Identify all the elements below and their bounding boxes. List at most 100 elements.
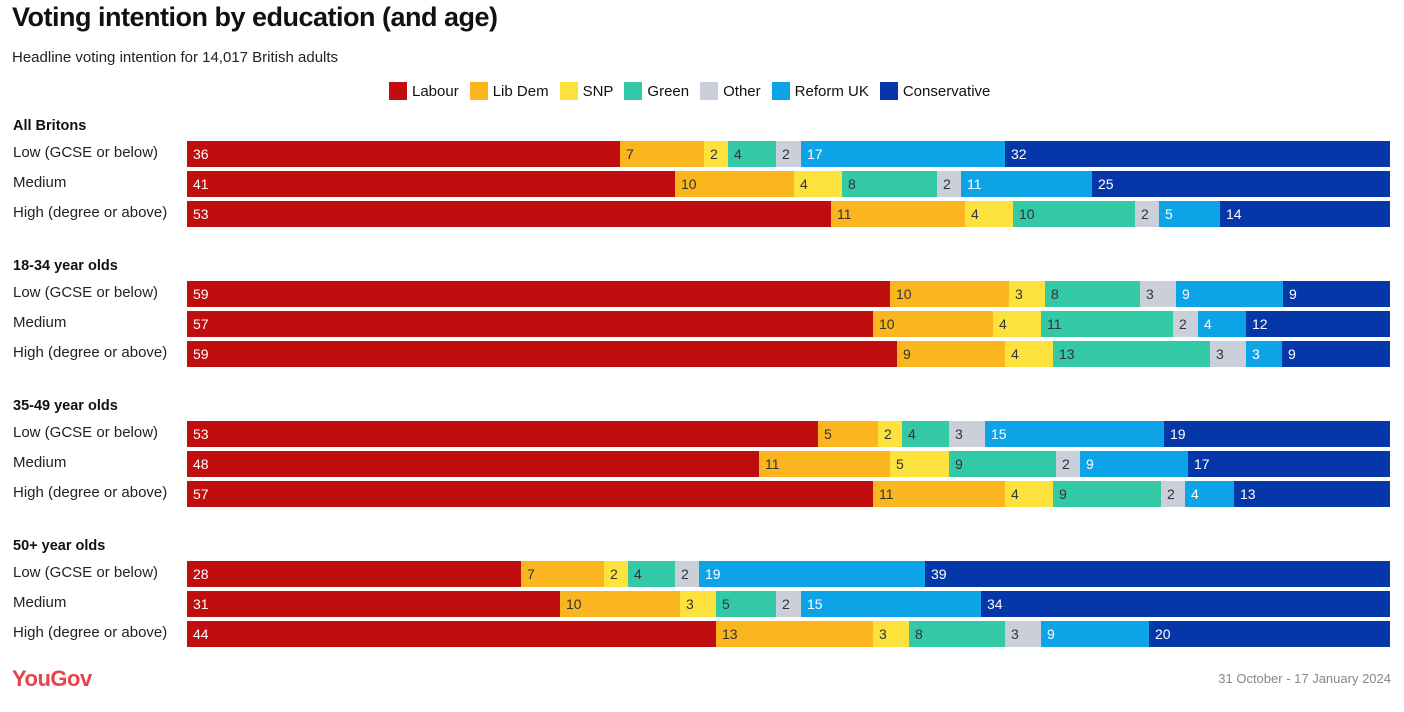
data-label: 5 bbox=[722, 596, 730, 612]
data-label: 4 bbox=[1011, 486, 1019, 502]
data-label: 57 bbox=[193, 316, 209, 332]
data-label: 31 bbox=[193, 596, 209, 612]
data-label: 9 bbox=[1289, 286, 1297, 302]
data-label: 53 bbox=[193, 426, 209, 442]
data-label: 9 bbox=[955, 456, 963, 472]
bar-segment-labour: 44 bbox=[187, 621, 716, 647]
bar-segment-lib-dem: 9 bbox=[897, 341, 1005, 367]
data-label: 25 bbox=[1098, 176, 1114, 192]
data-label: 12 bbox=[1252, 316, 1268, 332]
group-title: 50+ year olds bbox=[13, 538, 106, 554]
bar-segment-conservative: 14 bbox=[1220, 201, 1390, 227]
data-label: 15 bbox=[807, 596, 823, 612]
data-label: 19 bbox=[1170, 426, 1186, 442]
row-label: High (degree or above) bbox=[13, 484, 168, 501]
bar-segment-snp: 4 bbox=[1005, 341, 1053, 367]
data-label: 5 bbox=[824, 426, 832, 442]
data-label: 10 bbox=[681, 176, 697, 192]
bar-segment-green: 4 bbox=[628, 561, 675, 587]
bar-segment-snp: 3 bbox=[1009, 281, 1045, 307]
group-title: All Britons bbox=[13, 118, 87, 134]
legend-swatch bbox=[624, 82, 643, 100]
data-label: 3 bbox=[1011, 626, 1019, 642]
bar-segment-lib-dem: 11 bbox=[759, 451, 890, 477]
bar-segment-other: 3 bbox=[1210, 341, 1246, 367]
bar-segment-other: 2 bbox=[1135, 201, 1159, 227]
fieldwork-dates: 31 October - 17 January 2024 bbox=[1218, 671, 1391, 686]
data-label: 10 bbox=[896, 286, 912, 302]
data-label: 3 bbox=[1216, 346, 1224, 362]
bar-segment-conservative: 20 bbox=[1149, 621, 1390, 647]
data-label: 48 bbox=[193, 456, 209, 472]
bar-segment-green: 13 bbox=[1053, 341, 1210, 367]
legend-swatch bbox=[879, 82, 898, 100]
data-label: 28 bbox=[193, 566, 209, 582]
bar-segment-green: 11 bbox=[1041, 311, 1173, 337]
data-label: 9 bbox=[1059, 486, 1067, 502]
bar-segment-reform-uk: 9 bbox=[1080, 451, 1188, 477]
data-label: 41 bbox=[193, 176, 209, 192]
bar-row: Medium 31 10 3 5 2 15 34 bbox=[0, 591, 1404, 617]
bar-segment-lib-dem: 10 bbox=[675, 171, 794, 197]
bar-segment-lib-dem: 11 bbox=[831, 201, 965, 227]
bar-segment-other: 2 bbox=[1056, 451, 1080, 477]
bar-segment-green: 8 bbox=[1045, 281, 1140, 307]
bar-segment-conservative: 9 bbox=[1282, 341, 1390, 367]
data-label: 2 bbox=[1062, 456, 1070, 472]
data-label: 4 bbox=[1204, 316, 1212, 332]
data-label: 15 bbox=[991, 426, 1007, 442]
row-label: Low (GCSE or below) bbox=[13, 564, 159, 581]
stacked-bar: 59 10 3 8 3 9 9 bbox=[187, 281, 1390, 307]
data-label: 11 bbox=[765, 456, 780, 472]
data-label: 4 bbox=[734, 146, 742, 162]
legend-label: Reform UK bbox=[794, 82, 869, 100]
data-label: 34 bbox=[987, 596, 1003, 612]
bar-segment-conservative: 34 bbox=[981, 591, 1390, 617]
data-label: 3 bbox=[1015, 286, 1023, 302]
data-label: 17 bbox=[1194, 456, 1210, 472]
bar-row: Medium 57 10 4 11 2 4 12 bbox=[0, 311, 1404, 337]
stacked-bar: 44 13 3 8 3 9 20 bbox=[187, 621, 1390, 647]
bar-segment-other: 2 bbox=[937, 171, 961, 197]
bar-segment-other: 2 bbox=[1173, 311, 1198, 337]
legend-item-snp: SNP bbox=[559, 82, 613, 100]
legend-label: Labour bbox=[412, 82, 459, 100]
legend-item-other: Other bbox=[700, 82, 761, 100]
row-label: High (degree or above) bbox=[13, 204, 168, 221]
data-label: 3 bbox=[1146, 286, 1154, 302]
row-label: High (degree or above) bbox=[13, 624, 168, 641]
bar-segment-green: 8 bbox=[909, 621, 1005, 647]
legend: Labour Lib Dem SNP Green Other Reform UK Conse… bbox=[389, 82, 1001, 100]
data-label: 5 bbox=[1165, 206, 1173, 222]
chart-subtitle: Headline voting intention for 14,017 Bri… bbox=[12, 49, 339, 66]
bar-row: High (degree or above) 57 11 4 9 2 4 13 bbox=[0, 481, 1404, 507]
stacked-bar-chart: All Britons Low (GCSE or below) 36 7 2 4 2 17 32… bbox=[0, 114, 1404, 674]
data-label: 2 bbox=[1179, 316, 1187, 332]
bar-segment-labour: 48 bbox=[187, 451, 759, 477]
data-label: 4 bbox=[1191, 486, 1199, 502]
bar-segment-reform-uk: 11 bbox=[961, 171, 1092, 197]
bar-segment-other: 2 bbox=[1161, 481, 1185, 507]
bar-segment-lib-dem: 10 bbox=[873, 311, 993, 337]
bar-segment-snp: 3 bbox=[873, 621, 909, 647]
stacked-bar: 53 11 4 10 2 5 14 bbox=[187, 201, 1390, 227]
bar-segment-labour: 28 bbox=[187, 561, 521, 587]
legend-swatch bbox=[700, 82, 719, 100]
legend-item-reform-uk: Reform UK bbox=[771, 82, 869, 100]
bar-row: Medium 48 11 5 9 2 9 17 bbox=[0, 451, 1404, 477]
row-label: High (degree or above) bbox=[13, 344, 168, 361]
stacked-bar: 59 9 4 13 3 3 9 bbox=[187, 341, 1390, 367]
bar-row: High (degree or above) 53 11 4 10 2 5 14 bbox=[0, 201, 1404, 227]
data-label: 10 bbox=[566, 596, 582, 612]
bar-segment-reform-uk: 15 bbox=[985, 421, 1164, 447]
bar-segment-reform-uk: 19 bbox=[699, 561, 925, 587]
data-label: 14 bbox=[1226, 206, 1242, 222]
stacked-bar: 57 10 4 11 2 4 12 bbox=[187, 311, 1390, 337]
legend-label: Green bbox=[647, 82, 690, 100]
bar-segment-conservative: 13 bbox=[1234, 481, 1390, 507]
data-label: 9 bbox=[903, 346, 911, 362]
bar-row: Medium 41 10 4 8 2 11 25 bbox=[0, 171, 1404, 197]
chart-title: Voting intention by education (and age) bbox=[12, 2, 498, 32]
data-label: 5 bbox=[896, 456, 904, 472]
bar-segment-snp: 2 bbox=[704, 141, 728, 167]
